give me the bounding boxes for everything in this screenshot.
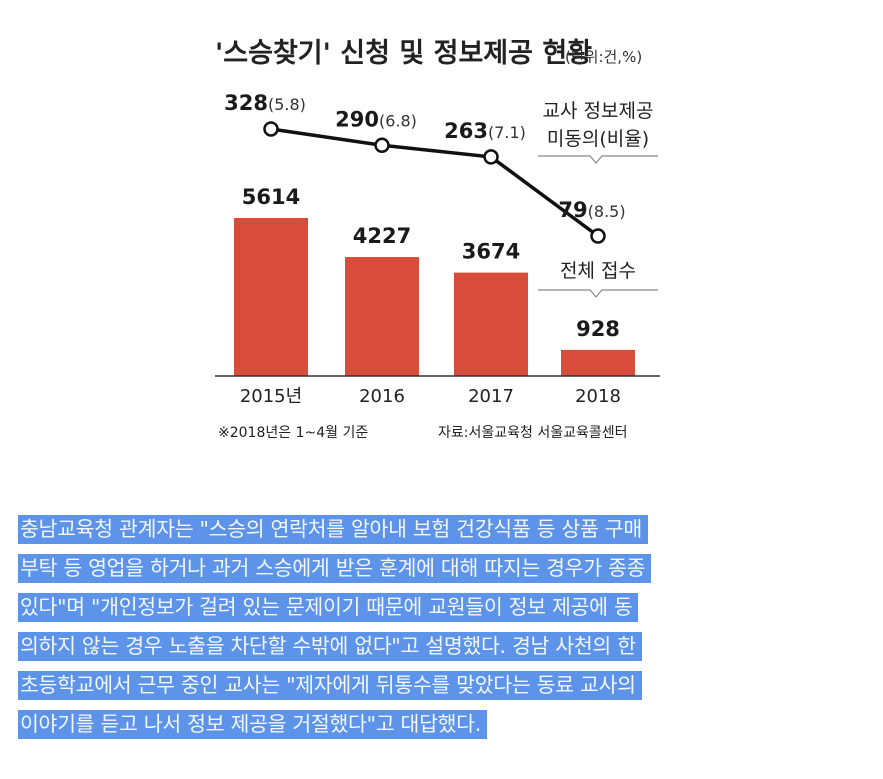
- article-line-2: 있다"며 "개인정보가 걸려 있는 문제이기 때문에 교원들이 정보 제공에 동: [18, 593, 639, 622]
- chart-unit-label: (단위:건,%): [565, 48, 642, 66]
- line-annotation-line2: 미동의(비율): [547, 128, 649, 150]
- x-tick-label-0: 2015년: [240, 386, 302, 407]
- x-tick-label-3: 2018: [575, 386, 621, 407]
- line-series-path: [270, 127, 600, 238]
- article-line-0: 충남교육청 관계자는 "스승의 연락처를 알아내 보험 건강식품 등 상품 구매: [18, 515, 648, 544]
- line-value-label-1: 290(6.8): [335, 107, 417, 131]
- line-point-3: [590, 228, 606, 244]
- line-point-2: [483, 149, 499, 165]
- article-line-1: 부탁 등 영업을 하거나 과거 스승에게 받은 훈계에 대해 따지는 경우가 종…: [18, 554, 652, 583]
- bar-0: [234, 218, 308, 376]
- chart-title: '스승찾기' 신청 및 정보제공 현황: [215, 38, 592, 69]
- x-tick-label-1: 2016: [359, 386, 405, 407]
- line-value-label-3: 79(8.5): [558, 198, 625, 222]
- article-line-3: 의하지 않는 경우 노출을 차단할 수밖에 없다"고 설명했다. 경남 사천의 …: [18, 632, 642, 661]
- bar-value-label-0: 5614: [242, 185, 300, 209]
- article-line-5: 이야기를 듣고 나서 정보 제공을 거절했다"고 대답했다.: [18, 710, 487, 739]
- bar-value-label-3: 928: [576, 317, 620, 341]
- bar-1: [345, 257, 419, 376]
- bar-value-label-2: 3674: [462, 240, 520, 264]
- line-value-label-0: 328(5.8): [224, 91, 306, 115]
- line-value-label-2: 263(7.1): [444, 119, 526, 143]
- bar-2: [454, 272, 528, 376]
- article-line-4: 초등학교에서 근무 중인 교사는 "제자에게 뒤통수를 맞았다는 동료 교사의: [18, 671, 642, 700]
- bar-3: [561, 349, 635, 376]
- bar-annotation-bracket: [538, 289, 658, 298]
- article-text: 충남교육청 관계자는 "스승의 연락처를 알아내 보험 건강식품 등 상품 구매…: [18, 515, 866, 749]
- x-tick-label-2: 2017: [468, 386, 514, 407]
- source-note: 자료:서울교육청 서울교육콜센터: [438, 425, 628, 441]
- bar-value-label-1: 4227: [353, 224, 411, 248]
- chart: '스승찾기' 신청 및 정보제공 현황 (단위:건,%) 5614 4227 367…: [215, 38, 660, 441]
- bar-annotation: 전체 접수: [560, 260, 636, 282]
- line-annotation-bracket: [538, 155, 658, 164]
- line-point-0: [263, 121, 279, 137]
- line-annotation-line1: 교사 정보제공: [543, 100, 654, 122]
- line-point-1: [374, 137, 390, 154]
- footnote: ※2018년은 1~4월 기준: [218, 425, 368, 441]
